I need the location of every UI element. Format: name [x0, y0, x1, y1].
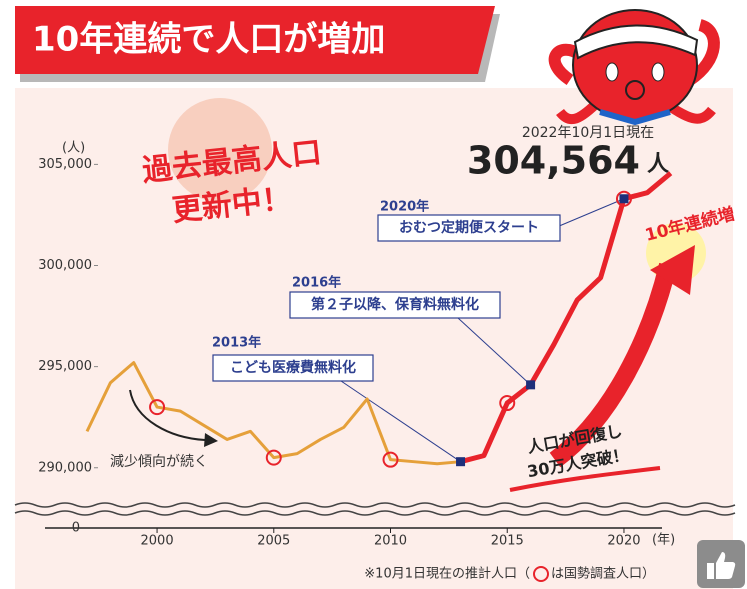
footnote: ※10月1日現在の推計人口（: [364, 566, 530, 582]
mascot-eye: [651, 62, 665, 82]
x-tick-label: 2000: [141, 534, 174, 549]
decline-arrow: [129, 389, 206, 441]
latest-unit: 人: [647, 152, 669, 177]
annotation-point: [619, 194, 629, 204]
mascot-band: [573, 24, 699, 60]
mascot: [548, 9, 720, 126]
census-marker: [499, 395, 516, 412]
chart-title: 10年連続で人口が増加: [32, 20, 385, 60]
decline-label: 減少傾向が続く: [110, 453, 208, 470]
data-line: [459, 171, 673, 465]
annotation-box: [377, 214, 561, 242]
annotation-box: [289, 291, 501, 319]
mascot-scarf: [599, 109, 671, 126]
y-unit: (人): [62, 141, 85, 156]
x-tick-label: 2020: [607, 534, 640, 549]
x-tick-label: 2005: [257, 534, 290, 549]
annotation-year: 2020年: [380, 199, 429, 215]
annotation-point: [526, 380, 536, 390]
x-unit: (年): [652, 533, 675, 548]
x-tick-label: 2010: [374, 534, 407, 549]
mascot-arm: [686, 19, 720, 85]
footnote-marker: [533, 566, 549, 582]
annotation-point: [456, 457, 466, 467]
y-tick-label: 305,000: [38, 157, 92, 172]
footnote: は国勢調査人口）: [551, 567, 655, 582]
latest-note: 2022年10月1日現在: [522, 125, 654, 141]
census-marker: [382, 451, 399, 468]
trend-arrow: [549, 262, 677, 468]
leader-line: [340, 380, 461, 463]
axis-break: [14, 510, 736, 516]
decline-arrow-head: [204, 433, 218, 447]
y-tick-label: 0: [72, 521, 80, 536]
x-tick-label: 2015: [491, 534, 524, 549]
y-tick-label: 300,000: [38, 258, 92, 273]
annotation-year: 2013年: [212, 335, 261, 351]
annotation-text: 第２子以降、保育料無料化: [311, 296, 479, 313]
census-marker: [615, 190, 632, 207]
annotation-text: こども医療費無料化: [230, 359, 356, 376]
like-button[interactable]: [697, 540, 745, 588]
leader-line: [457, 317, 531, 386]
annotation-text: おむつ定期便スタート: [399, 219, 539, 236]
y-tick-label: 295,000: [38, 359, 92, 374]
headline-bg: [168, 98, 272, 202]
mascot-eye: [605, 62, 619, 82]
census-marker: [149, 399, 166, 416]
annotation-box: [212, 354, 374, 382]
title-banner: [15, 6, 495, 74]
mascot-mouth: [625, 80, 645, 100]
axis-break: [14, 502, 736, 508]
census-marker: [265, 449, 282, 466]
underline: [509, 466, 661, 492]
trend-arrow-head: [650, 245, 695, 295]
y-tick-label: 290,000: [38, 460, 92, 475]
annotation-year: 2016年: [292, 275, 341, 291]
like-icon[interactable]: [707, 552, 736, 579]
value-label: 304,564: [467, 139, 640, 183]
